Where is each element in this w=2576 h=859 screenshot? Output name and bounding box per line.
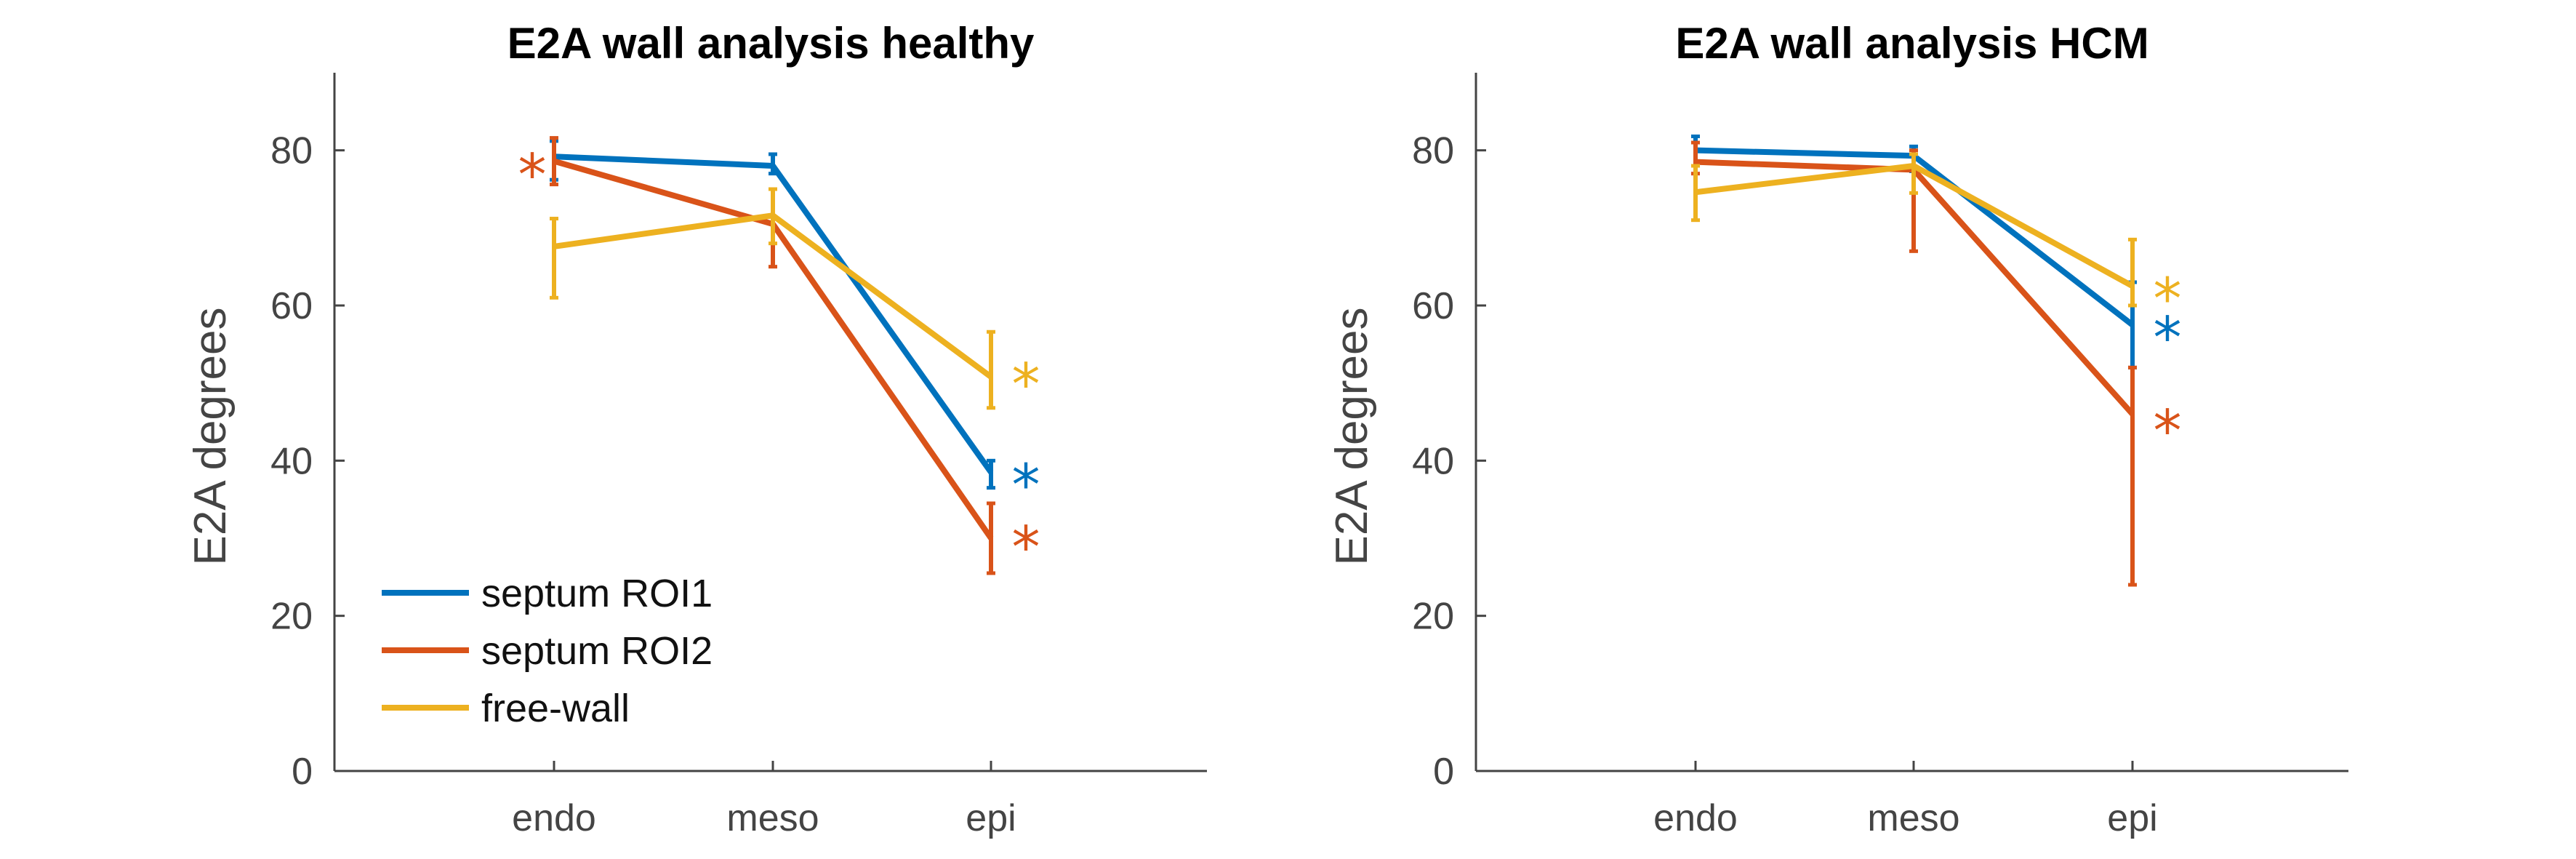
x-tick-label: epi: [966, 797, 1016, 839]
series-3: [1691, 152, 2137, 308]
significance-star: *: [1012, 352, 1040, 417]
legend-label: septum ROI1: [481, 572, 713, 615]
y-axis-label: E2A degrees: [1327, 307, 1377, 565]
significance-star: *: [2154, 399, 2182, 464]
x-tick-label: meso: [726, 797, 819, 839]
x-tick-label: endo: [512, 797, 596, 839]
chart-panel-1: E2A wall analysis healthy E2A degrees 0 20 4…: [185, 19, 1207, 839]
series-2: [1691, 140, 2137, 587]
x-tick-label: epi: [2107, 797, 2157, 839]
significance-star: *: [1012, 453, 1040, 519]
significance-star: *: [2154, 305, 2182, 371]
series-line: [1695, 163, 2134, 289]
y-tick-label: 60: [1412, 285, 1454, 327]
y-tick-label: 60: [270, 285, 313, 327]
series-line: [553, 153, 994, 474]
series-line: [553, 212, 993, 380]
y-tick-label: 20: [270, 596, 313, 638]
significance-star: *: [1012, 515, 1040, 580]
legend-label: septum ROI2: [481, 629, 713, 673]
legend: septum ROI1 septum ROI2 free-wall: [382, 572, 713, 730]
y-tick-label: 0: [1433, 751, 1454, 793]
chart-title: E2A wall analysis HCM: [1675, 19, 2148, 68]
legend-label: free-wall: [481, 687, 630, 730]
x-tick-label: meso: [1867, 797, 1959, 839]
y-tick-label: 20: [1412, 596, 1454, 638]
y-tick-label: 0: [292, 751, 313, 793]
chart-panel-2: E2A wall analysis HCM E2A degrees 0 20 40 60 8…: [1327, 19, 2348, 839]
y-axis-label: E2A degrees: [185, 307, 236, 565]
chart-title: E2A wall analysis healthy: [507, 19, 1035, 68]
y-tick-label: 40: [270, 440, 313, 482]
y-tick-label: 40: [1412, 440, 1454, 482]
x-tick-label: endo: [1653, 797, 1738, 839]
series-3: [550, 187, 995, 410]
y-tick-label: 80: [270, 130, 313, 172]
y-tick-label: 80: [1412, 130, 1454, 172]
significance-star: *: [2154, 267, 2182, 332]
significance-star: *: [518, 143, 547, 208]
